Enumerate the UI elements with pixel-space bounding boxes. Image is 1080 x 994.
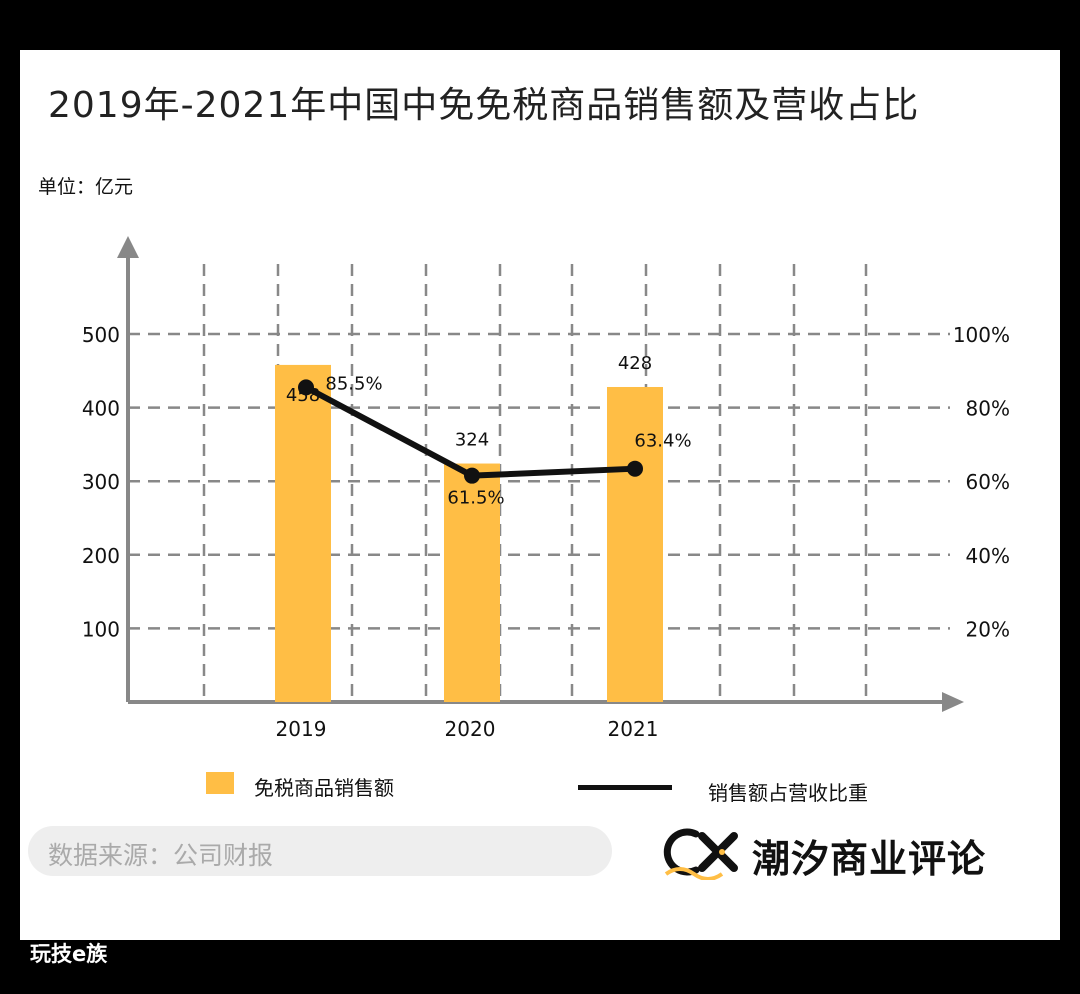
y-axis-arrow-icon: [117, 236, 139, 258]
bar-data-label: 324: [455, 430, 489, 451]
legend-bar-label: 免税商品销售额: [254, 776, 394, 800]
x-tick-label: 2019: [276, 717, 327, 741]
right-tick-label: 100%: [953, 323, 1010, 347]
right-axis-ticks: 20% 40% 60% 80% 100%: [953, 323, 1010, 641]
line-data-label: 61.5%: [447, 488, 504, 509]
source-text: 数据来源：公司财报: [48, 841, 274, 870]
bar: [275, 364, 331, 702]
legend-bar-swatch: [206, 772, 234, 794]
right-tick-label: 60%: [966, 470, 1010, 494]
grid-lines: [128, 264, 950, 702]
brand: 潮汐商业评论: [660, 822, 1020, 882]
right-tick-label: 80%: [966, 397, 1010, 421]
left-tick-label: 200: [82, 544, 120, 568]
bar-data-label: 428: [618, 353, 652, 374]
line-series: 85.5% 61.5% 63.4%: [298, 373, 692, 509]
brand-logo-icon: [663, 828, 738, 880]
legend-line-swatch: [578, 785, 672, 790]
bar: [444, 463, 500, 702]
chart-title: 2019年-2021年中国中免免税商品销售额及营收占比: [48, 85, 920, 126]
line-point: [298, 379, 314, 396]
left-tick-label: 300: [82, 470, 120, 494]
axes: [117, 236, 964, 712]
legend-line-label: 销售额占营收比重: [708, 781, 868, 805]
line-point: [464, 467, 480, 484]
right-tick-label: 40%: [966, 544, 1010, 568]
x-axis-arrow-icon: [942, 692, 964, 712]
source-pill: 数据来源：公司财报: [28, 826, 612, 876]
chart-card: 2019年-2021年中国中免免税商品销售额及营收占比 单位：亿元 100 200…: [20, 50, 1060, 940]
left-tick-label: 400: [82, 397, 120, 421]
unit-label: 单位：亿元: [38, 176, 134, 198]
right-tick-label: 20%: [966, 617, 1010, 641]
line-point: [627, 460, 643, 477]
left-tick-label: 100: [82, 617, 120, 641]
bar: [607, 386, 663, 702]
x-tick-label: 2020: [445, 717, 496, 741]
line-data-label: 85.5%: [325, 373, 382, 394]
left-tick-label: 500: [82, 323, 120, 347]
watermark: 玩技e族: [30, 942, 108, 966]
left-axis-ticks: 100 200 300 400 500: [82, 323, 120, 641]
brand-name: 潮汐商业评论: [752, 837, 987, 881]
line-data-label: 63.4%: [634, 431, 691, 452]
x-axis-ticks: 2019 2020 2021: [276, 717, 659, 741]
x-tick-label: 2021: [608, 717, 659, 741]
